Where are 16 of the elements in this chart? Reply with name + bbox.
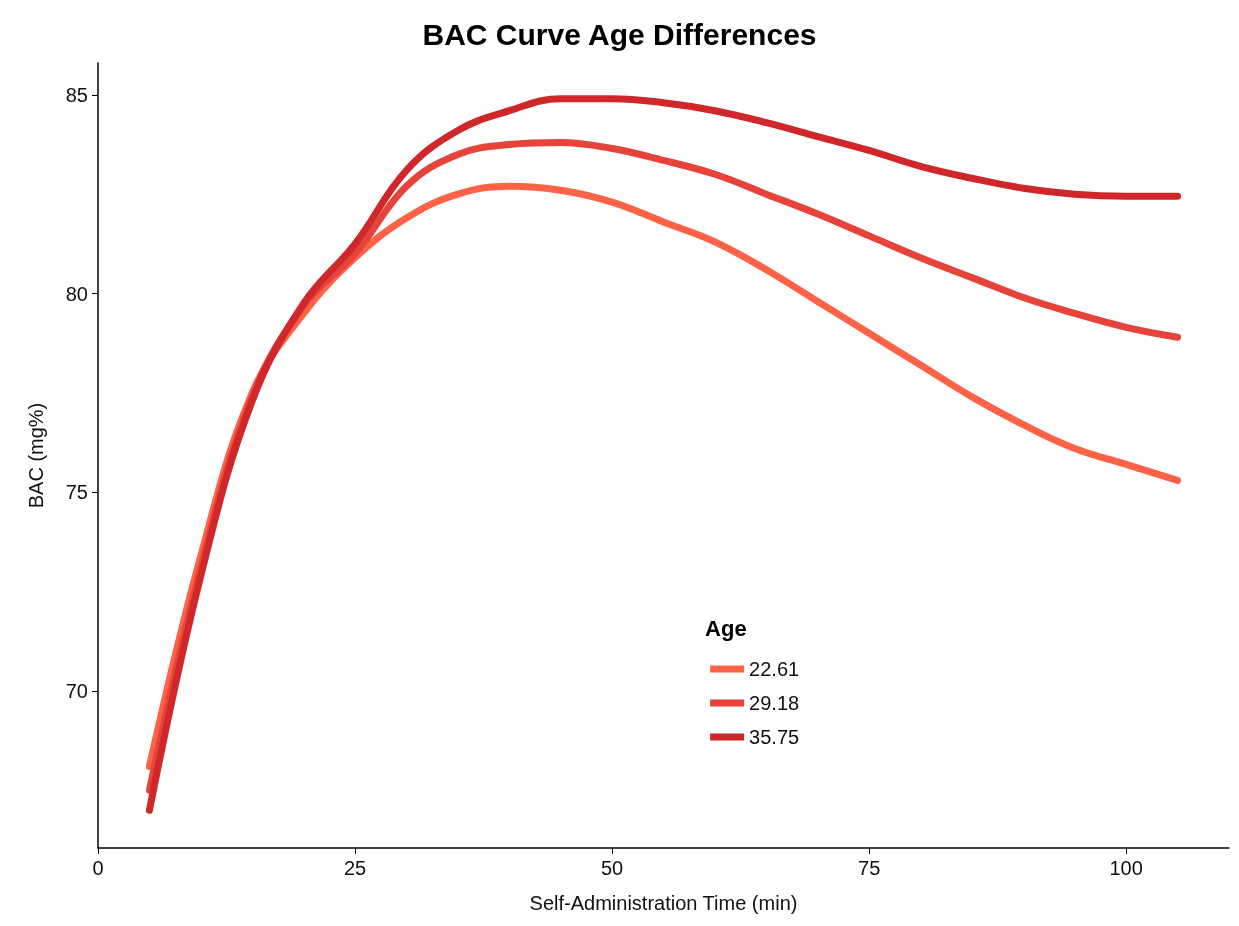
chart-title: BAC Curve Age Differences [422,17,817,51]
y-tick-label: 85 [65,83,88,106]
x-tick-label: 25 [343,857,367,879]
y-tick-label: 80 [65,282,88,305]
y-axis-title: BAC (mg%) [25,402,47,509]
y-tick-label: 75 [65,481,88,504]
x-tick-label: 75 [858,857,881,879]
x-tick-label: 100 [1109,857,1143,879]
x-axis-title: Self-Administration Time (min) [529,892,798,914]
x-tick-label: 0 [92,857,104,879]
y-tick-label: 70 [65,680,88,702]
legend-label: 35.75 [749,726,800,749]
x-tick-label: 50 [600,857,624,879]
legend-label: 22.61 [749,658,800,681]
legend-title: Age [705,616,747,642]
legend-label: 29.18 [749,692,800,715]
